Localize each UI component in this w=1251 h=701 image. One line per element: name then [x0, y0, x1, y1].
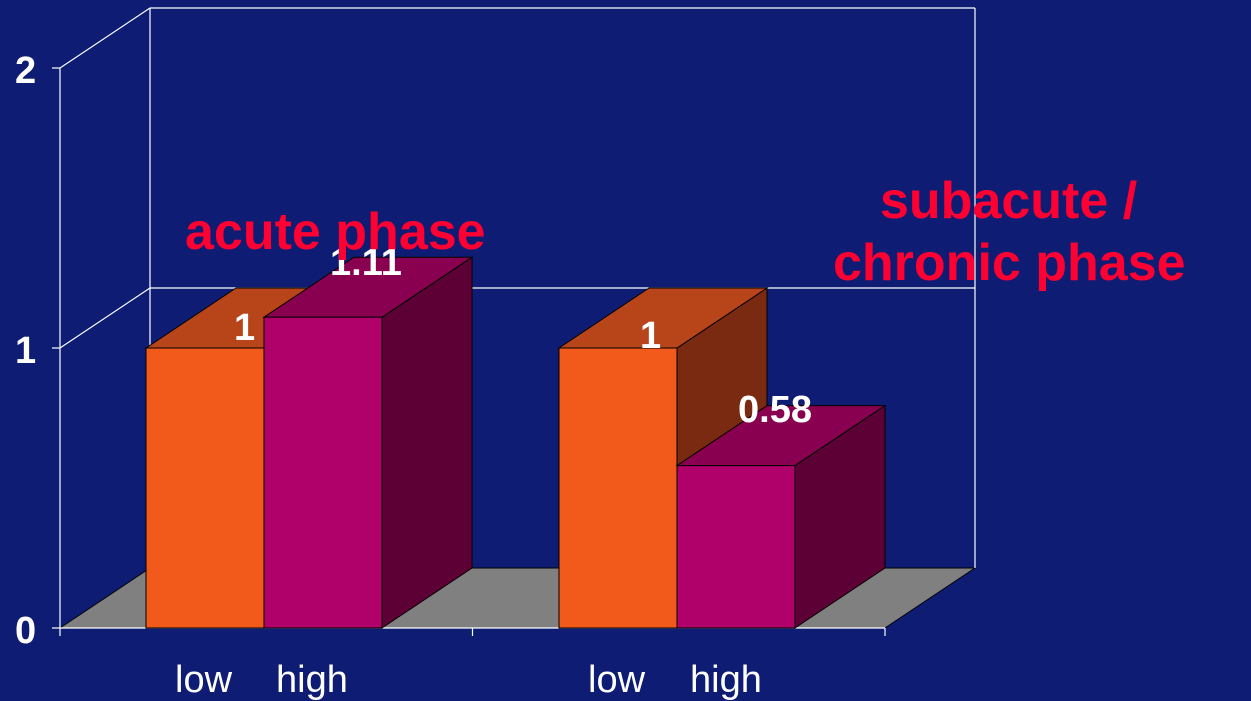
bar-group1-high-side [381, 256, 473, 629]
category-label-group1-low: low [175, 659, 233, 701]
category-label-group1-high: high [276, 659, 348, 701]
bar-group1-low-front [145, 347, 265, 629]
y-tick-label-1: 1 [15, 330, 36, 372]
group-title-subacute-line2: chronic phase [833, 234, 1186, 292]
chart-text-layer: 2 1 0 low high low high 1 1.11 1 0.58 ac… [15, 50, 1186, 701]
y-tick-label-0: 0 [15, 610, 36, 652]
gridline-side-2 [59, 7, 151, 69]
data-label-group2-low: 1 [640, 315, 661, 357]
y-tick-label-2: 2 [15, 50, 36, 92]
bar-group2-high-front [676, 465, 796, 629]
group-title-subacute-line1: subacute / [880, 172, 1137, 230]
chart-bars-layer [144, 256, 887, 629]
category-label-group2-high: high [690, 659, 762, 701]
data-label-group1-low: 1 [234, 307, 255, 349]
bar-group1-high-front [263, 316, 383, 629]
data-label-group2-high: 0.58 [738, 389, 812, 431]
bar-group2-low-front [558, 347, 678, 629]
gridline-side-1 [59, 287, 151, 349]
category-label-group2-low: low [588, 659, 646, 701]
group-title-acute-phase: acute phase [185, 203, 486, 261]
data-label-group1-high: 1.11 [330, 242, 402, 284]
